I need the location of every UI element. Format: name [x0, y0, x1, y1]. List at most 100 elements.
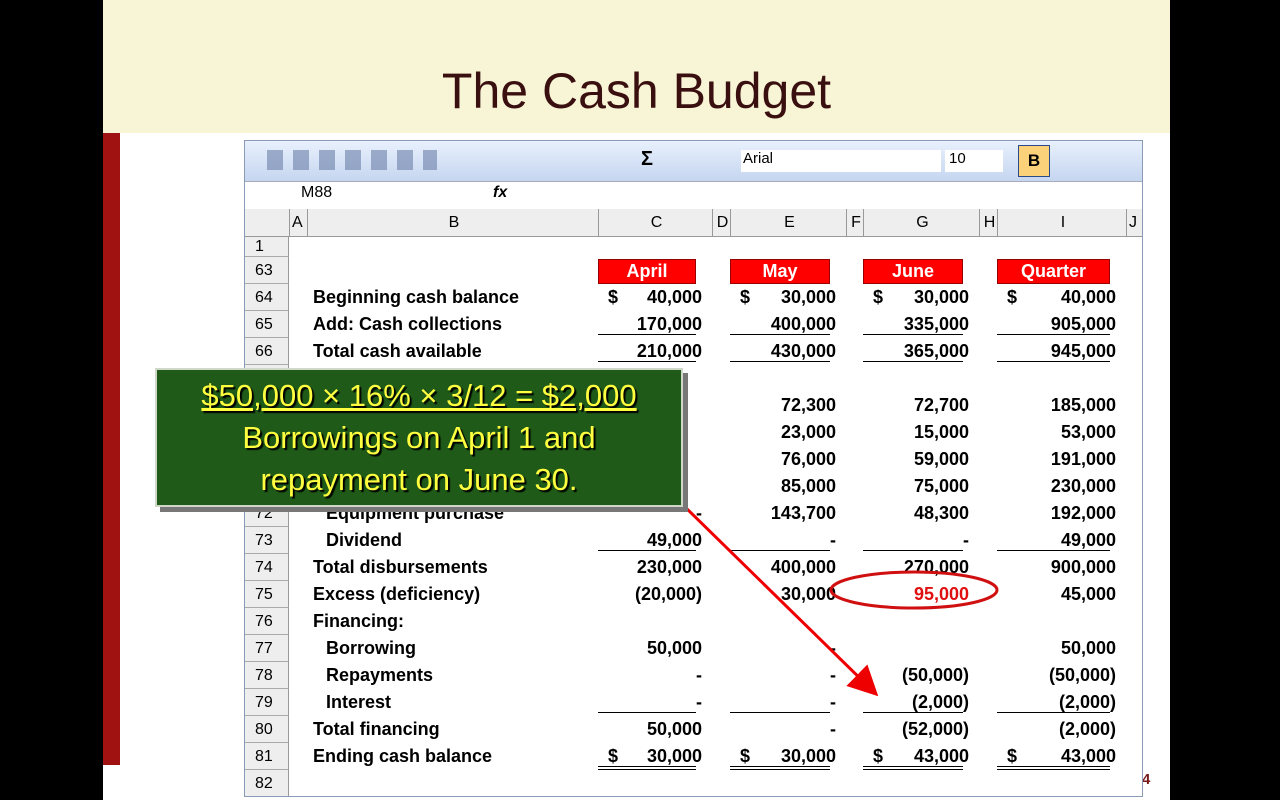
cell-value: 30,000	[646, 746, 702, 766]
month-header: May	[730, 259, 830, 284]
cell-value: 15,000	[913, 422, 969, 442]
cell-value: -	[696, 692, 702, 712]
cell-value: 85,000	[780, 476, 836, 496]
bold-button[interactable]: B	[1018, 145, 1050, 177]
cell-rule	[997, 712, 1110, 713]
toolbar-icons	[267, 150, 437, 170]
cell-value: 50,000	[1060, 638, 1116, 658]
page-number: 4	[1142, 771, 1151, 788]
column-header: I	[997, 209, 1126, 237]
currency-sign: $	[873, 287, 884, 307]
currency-sign: $	[1007, 287, 1018, 307]
slide-header	[103, 0, 1170, 133]
row-number: 75	[245, 581, 289, 608]
cell-value: 30,000	[913, 287, 969, 307]
cell-value: 900,000	[1050, 557, 1116, 577]
cell-value: -	[830, 665, 836, 685]
column-header: B	[307, 209, 598, 237]
cell-rule	[598, 361, 696, 362]
currency-sign: $	[740, 287, 751, 307]
arrow	[681, 503, 879, 697]
cell-value: -	[830, 692, 836, 712]
font-box[interactable]: Arial	[741, 150, 941, 172]
cell-value: 75,000	[913, 476, 969, 496]
cell-value: 400,000	[770, 314, 836, 334]
size-box[interactable]: 10	[945, 150, 1003, 172]
cell-value: 72,700	[913, 395, 969, 415]
cell-rule	[863, 334, 963, 335]
cell-rule	[863, 766, 963, 770]
row-number: 81	[245, 743, 289, 770]
row-label: Repayments	[326, 665, 434, 685]
row-number: 77	[245, 635, 289, 662]
cell-value: 53,000	[1060, 422, 1116, 442]
highlight-ellipse	[829, 570, 999, 610]
row-number: 82	[245, 770, 289, 796]
currency-sign: $	[873, 746, 884, 766]
row-label: Financing:	[313, 611, 404, 631]
cell-value: 945,000	[1050, 341, 1116, 361]
formula-bar	[245, 181, 1142, 209]
cell-value: 230,000	[636, 557, 702, 577]
cell-rule	[863, 550, 963, 551]
cell-value: 905,000	[1050, 314, 1116, 334]
sum-button[interactable]: Σ	[641, 148, 654, 170]
cell-value: (52,000)	[901, 719, 969, 739]
cell-value: -	[830, 638, 836, 658]
cell-value: 43,000	[913, 746, 969, 766]
currency-sign: $	[740, 746, 751, 766]
cell-value: 48,300	[913, 503, 969, 523]
column-header: C	[598, 209, 712, 237]
cell-value: 230,000	[1050, 476, 1116, 496]
row-number: 76	[245, 608, 289, 635]
cell-rule	[997, 766, 1110, 770]
cell-rule	[730, 334, 830, 335]
cell-value: 192,000	[1050, 503, 1116, 523]
row-label: Beginning cash balance	[313, 287, 520, 307]
cell-value: 40,000	[646, 287, 702, 307]
month-header: Quarter	[997, 259, 1110, 284]
callout-formula: $50,000 × 16% × 3/12 = $2,000	[201, 378, 637, 413]
cell-value: (2,000)	[1058, 692, 1116, 712]
cell-value: (50,000)	[901, 665, 969, 685]
cell-value: -	[963, 530, 969, 550]
cell-value: (20,000)	[634, 584, 702, 604]
cell-value: 59,000	[913, 449, 969, 469]
cell-value: 210,000	[636, 341, 702, 361]
cell-value: 45,000	[1060, 584, 1116, 604]
cell-value: -	[696, 503, 702, 523]
cell-value: -	[696, 665, 702, 685]
row-label: Add: Cash collections	[313, 314, 503, 334]
row-number: 74	[245, 554, 289, 581]
name-box[interactable]: M88	[301, 184, 333, 201]
cell-rule	[598, 334, 696, 335]
cell-value: 191,000	[1050, 449, 1116, 469]
cell-rule	[997, 550, 1110, 551]
cell-value: 143,700	[770, 503, 836, 523]
cell-value: 49,000	[1060, 530, 1116, 550]
row-label: Interest	[326, 692, 392, 712]
month-header: April	[598, 259, 696, 284]
row-number: 64	[245, 284, 289, 311]
row-number: 79	[245, 689, 289, 716]
callout-box: $50,000 × 16% × 3/12 = $2,000 Borrowings…	[155, 368, 683, 507]
side-bar	[103, 133, 120, 765]
row-label: Total financing	[313, 719, 440, 739]
column-header: A	[289, 209, 307, 237]
cell-rule	[598, 766, 696, 770]
excel-window: Σ Arial 10 B M88 fx A B C D E F G H I J 1 63 64 Begin…	[244, 140, 1143, 797]
column-header: E	[730, 209, 846, 237]
column-header: D	[712, 209, 730, 237]
cell-value: 400,000	[770, 557, 836, 577]
row-label: Borrowing	[326, 638, 416, 658]
cell-value: (2,000)	[911, 692, 969, 712]
column-header: G	[863, 209, 979, 237]
cell-rule	[863, 361, 963, 362]
cell-rule	[730, 361, 830, 362]
cell-rule	[863, 712, 963, 713]
currency-sign: $	[608, 287, 619, 307]
row-label: Total disbursements	[313, 557, 488, 577]
cell-value: 335,000	[903, 314, 969, 334]
cell-value: 30,000	[780, 287, 836, 307]
